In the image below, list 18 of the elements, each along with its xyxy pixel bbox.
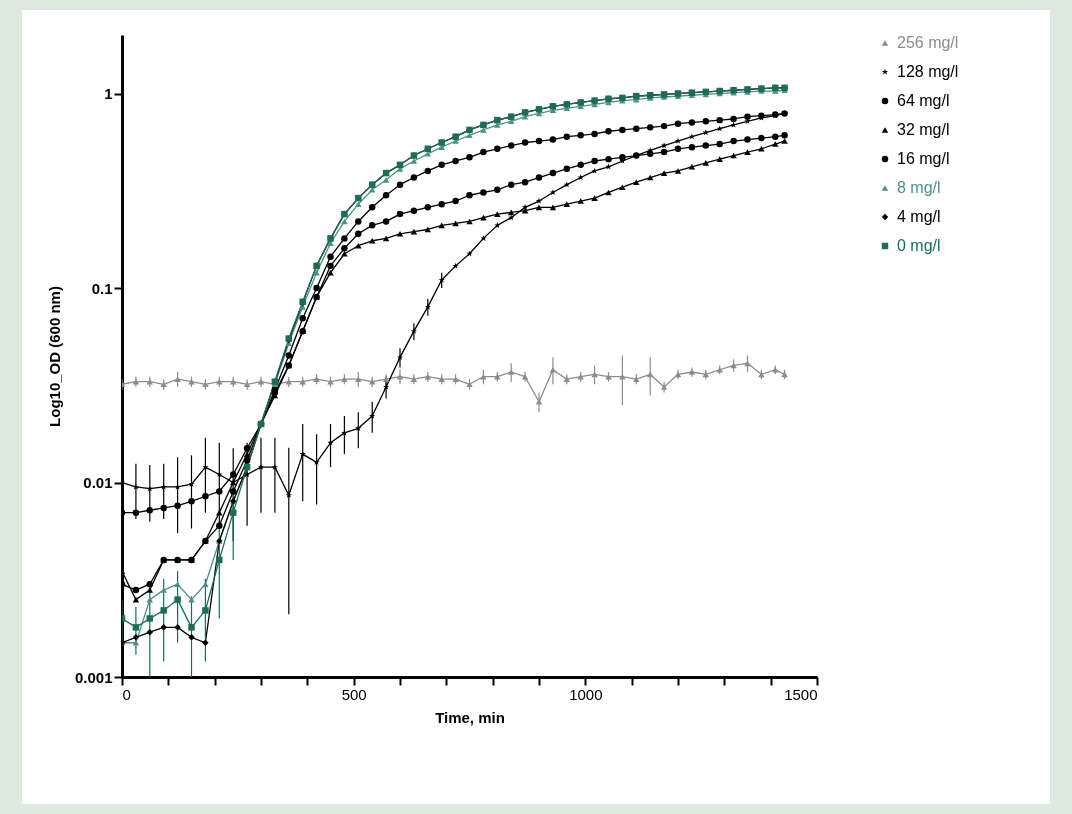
x-axis-title: Time, min: [435, 708, 505, 726]
y-tick-label: 1: [104, 85, 113, 103]
legend-label: 256 mg/l: [897, 34, 959, 51]
x-tick-label: 1500: [784, 685, 818, 703]
legend-label: 4 mg/l: [897, 208, 941, 225]
legend-label: 8 mg/l: [897, 179, 941, 196]
legend-label: 32 mg/l: [897, 121, 950, 138]
y-tick-label: 0.1: [91, 279, 113, 297]
x-tick-label: 1000: [569, 685, 603, 703]
y-tick-label: 0.001: [74, 668, 113, 686]
legend-label: 16 mg/l: [897, 150, 950, 167]
y-axis-title: Log10_OD (600 nm): [45, 286, 63, 427]
legend-label: 128 mg/l: [897, 63, 959, 80]
legend-label: 0 mg/l: [897, 237, 941, 254]
x-tick-label: 500: [341, 685, 367, 703]
x-tick-label: 0: [122, 685, 131, 703]
y-tick-label: 0.01: [83, 474, 113, 492]
legend-label: 64 mg/l: [897, 92, 950, 109]
